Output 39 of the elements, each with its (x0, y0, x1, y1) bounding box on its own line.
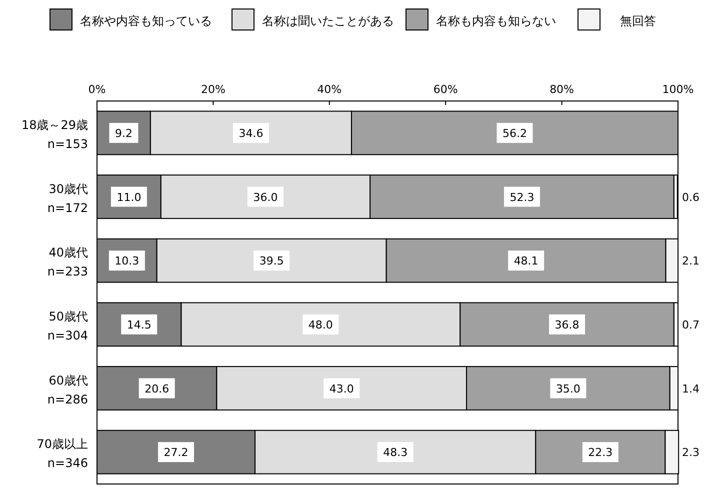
data-label: 2.3 (682, 446, 700, 460)
data-label: 56.2 (502, 126, 527, 140)
y-tick-label: 18歳～29歳 n=153 (21, 118, 88, 151)
legend-label: 名称も内容も知らない (436, 14, 556, 28)
legend-label: 無回答 (620, 14, 656, 28)
data-label: 35.0 (556, 382, 580, 396)
x-tick-label: 0% (88, 83, 106, 96)
data-label: 0.6 (682, 190, 700, 204)
data-label: 48.0 (308, 318, 333, 332)
data-label: 2.1 (682, 254, 700, 268)
legend-label: 名称は聞いたことがある (262, 14, 394, 28)
x-tick-label: 80% (550, 83, 574, 96)
y-tick-label: 70歳以上 n=346 (36, 437, 88, 470)
data-label: 11.0 (116, 190, 142, 204)
data-label: 9.2 (114, 126, 132, 140)
y-tick-label: 50歳代 n=304 (47, 309, 88, 342)
data-label: 22.3 (588, 446, 613, 460)
data-label: 39.5 (259, 254, 284, 268)
data-label: 27.2 (164, 446, 188, 460)
data-label: 0.7 (682, 318, 700, 332)
data-label: 48.3 (383, 446, 408, 460)
y-tick-label: 40歳代 n=233 (47, 246, 88, 279)
data-label: 1.4 (682, 382, 700, 396)
data-label: 43.0 (329, 382, 354, 396)
y-tick-label: 30歳代 n=172 (47, 182, 88, 215)
data-label: 20.6 (144, 382, 170, 396)
x-tick-label: 20% (200, 83, 226, 96)
data-label: 52.3 (510, 190, 534, 204)
x-tick-label: 100% (662, 83, 694, 96)
data-label: 48.1 (514, 254, 538, 268)
data-label: 36.8 (554, 318, 580, 332)
data-label: 14.5 (126, 318, 152, 332)
x-tick-label: 60% (433, 83, 458, 96)
data-label: 36.0 (253, 190, 278, 204)
data-label: 34.6 (238, 126, 264, 140)
data-label: 10.3 (114, 254, 140, 268)
legend-label: 名称や内容も知っている (80, 14, 212, 28)
y-tick-label: 60歳代 n=286 (47, 373, 88, 406)
x-tick-label: 40% (317, 83, 342, 96)
